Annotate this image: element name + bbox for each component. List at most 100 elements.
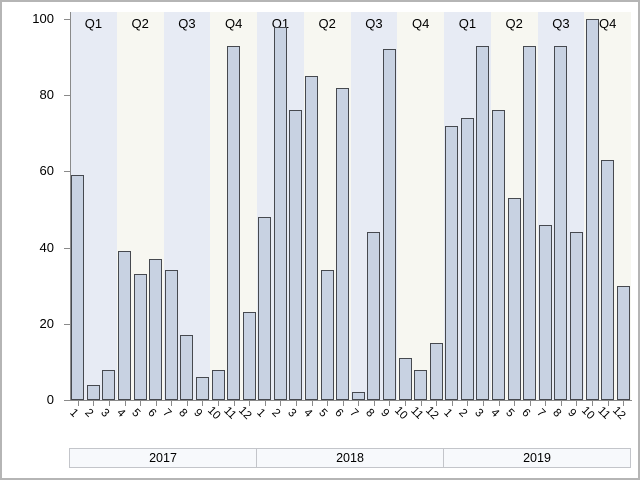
x-axis-tick (483, 401, 484, 406)
bar-2017-month-10 (212, 370, 225, 400)
quarter-label: Q3 (178, 16, 196, 31)
x-axis-month-label: 8 (363, 406, 377, 420)
x-axis-tick (327, 401, 328, 406)
x-axis-tick (467, 401, 468, 406)
x-axis-tick (249, 401, 250, 406)
bar-2018-month-4 (305, 76, 318, 400)
year-box-2017: 2017 (69, 448, 257, 468)
bar-2019-month-9 (570, 232, 583, 400)
x-axis-month-label: 12 (609, 404, 628, 423)
x-axis-month-label: 5 (316, 406, 330, 420)
x-axis-month-label: 1 (254, 406, 268, 420)
x-axis-tick (265, 401, 266, 406)
bar-2018-month-7 (352, 392, 365, 400)
quarter-label: Q2 (131, 16, 149, 31)
bar-2019-month-3 (476, 46, 489, 400)
x-axis-month-label: 10 (204, 404, 223, 423)
bar-2018-month-1 (258, 217, 271, 400)
y-axis-tick-label: 60 (39, 163, 54, 178)
x-axis-month-label: 3 (98, 406, 112, 420)
quarter-label: Q4 (598, 16, 617, 31)
bar-2018-month-2 (274, 27, 287, 400)
x-axis-month-label: 3 (472, 406, 486, 420)
x-axis-tick (405, 401, 406, 406)
bar-2019-month-5 (508, 198, 521, 400)
bar-2018-month-6 (336, 88, 349, 400)
x-axis-month-label: 5 (503, 406, 517, 420)
bar-2017-month-8 (180, 335, 193, 400)
x-axis-tick (125, 401, 126, 406)
x-axis-month-label: 6 (519, 406, 533, 420)
x-axis-month-label: 6 (145, 406, 159, 420)
quarter-label: Q2 (505, 16, 523, 31)
x-axis-tick (623, 401, 624, 406)
bar-2018-month-3 (289, 110, 302, 400)
x-axis-month-label: 2 (269, 406, 283, 420)
x-axis-tick (109, 401, 110, 406)
x-axis-month-label: 9 (378, 406, 392, 420)
x-axis-tick (561, 401, 562, 406)
bar-2019-month-2 (461, 118, 474, 400)
x-axis-tick (187, 401, 188, 406)
x-axis-month-label: 4 (488, 406, 502, 420)
year-label: 2017 (149, 451, 177, 465)
x-axis-tick (280, 401, 281, 406)
y-axis-tick-label: 20 (39, 316, 54, 331)
x-axis-tick (514, 401, 515, 406)
x-axis-tick (436, 401, 437, 406)
bar-2017-month-12 (243, 312, 256, 400)
x-axis-tick (296, 401, 297, 406)
bar-2017-month-1 (71, 175, 84, 400)
bar-2019-month-8 (554, 46, 567, 400)
x-axis-month-label: 12 (235, 404, 254, 423)
bar-2018-month-5 (321, 270, 334, 400)
bar-2019-month-7 (539, 225, 552, 400)
y-axis-tick-label: 0 (46, 392, 54, 407)
x-axis-tick (171, 401, 172, 406)
quarter-label: Q1 (84, 16, 103, 31)
x-axis-tick (389, 401, 390, 406)
y-axis-tick (64, 95, 70, 96)
x-axis-tick (358, 401, 359, 406)
bar-2017-month-9 (196, 377, 209, 400)
year-box-2019: 2019 (443, 448, 631, 468)
x-axis-line (70, 400, 632, 401)
year-label: 2019 (523, 451, 551, 465)
y-axis-tick (64, 400, 70, 401)
y-axis-tick-label: 40 (39, 240, 54, 255)
bar-2018-month-9 (383, 49, 396, 400)
x-axis-tick (576, 401, 577, 406)
quarter-label: Q4 (224, 16, 243, 31)
x-axis-month-label: 12 (422, 404, 441, 423)
x-axis-tick (374, 401, 375, 406)
bar-2017-month-5 (134, 274, 147, 400)
x-axis-tick (93, 401, 94, 406)
bar-2017-month-11 (227, 46, 240, 400)
x-axis-tick (421, 401, 422, 406)
bar-2017-month-4 (118, 251, 131, 400)
x-axis-month-label: 9 (191, 406, 205, 420)
y-axis-tick (64, 324, 70, 325)
x-axis-month-label: 7 (534, 406, 548, 420)
x-axis-tick (452, 401, 453, 406)
x-axis-month-label: 6 (332, 406, 346, 420)
y-axis-tick (64, 248, 70, 249)
quarter-label: Q4 (411, 16, 430, 31)
x-axis-month-label: 9 (565, 406, 579, 420)
y-axis-tick (64, 171, 70, 172)
bar-2017-month-2 (87, 385, 100, 400)
quarter-band-2018-Q4 (397, 12, 444, 400)
x-axis-month-label: 7 (160, 406, 174, 420)
quarter-label: Q1 (458, 16, 477, 31)
x-axis-tick (218, 401, 219, 406)
year-label: 2018 (336, 451, 364, 465)
y-axis-tick (64, 19, 70, 20)
y-axis-tick-label: 100 (32, 11, 54, 26)
bar-2019-month-12 (617, 286, 630, 400)
x-axis-month-label: 10 (578, 404, 597, 423)
bar-2017-month-3 (102, 370, 115, 400)
bar-2018-month-8 (367, 232, 380, 400)
x-axis-month-label: 8 (176, 406, 190, 420)
x-axis-tick (530, 401, 531, 406)
